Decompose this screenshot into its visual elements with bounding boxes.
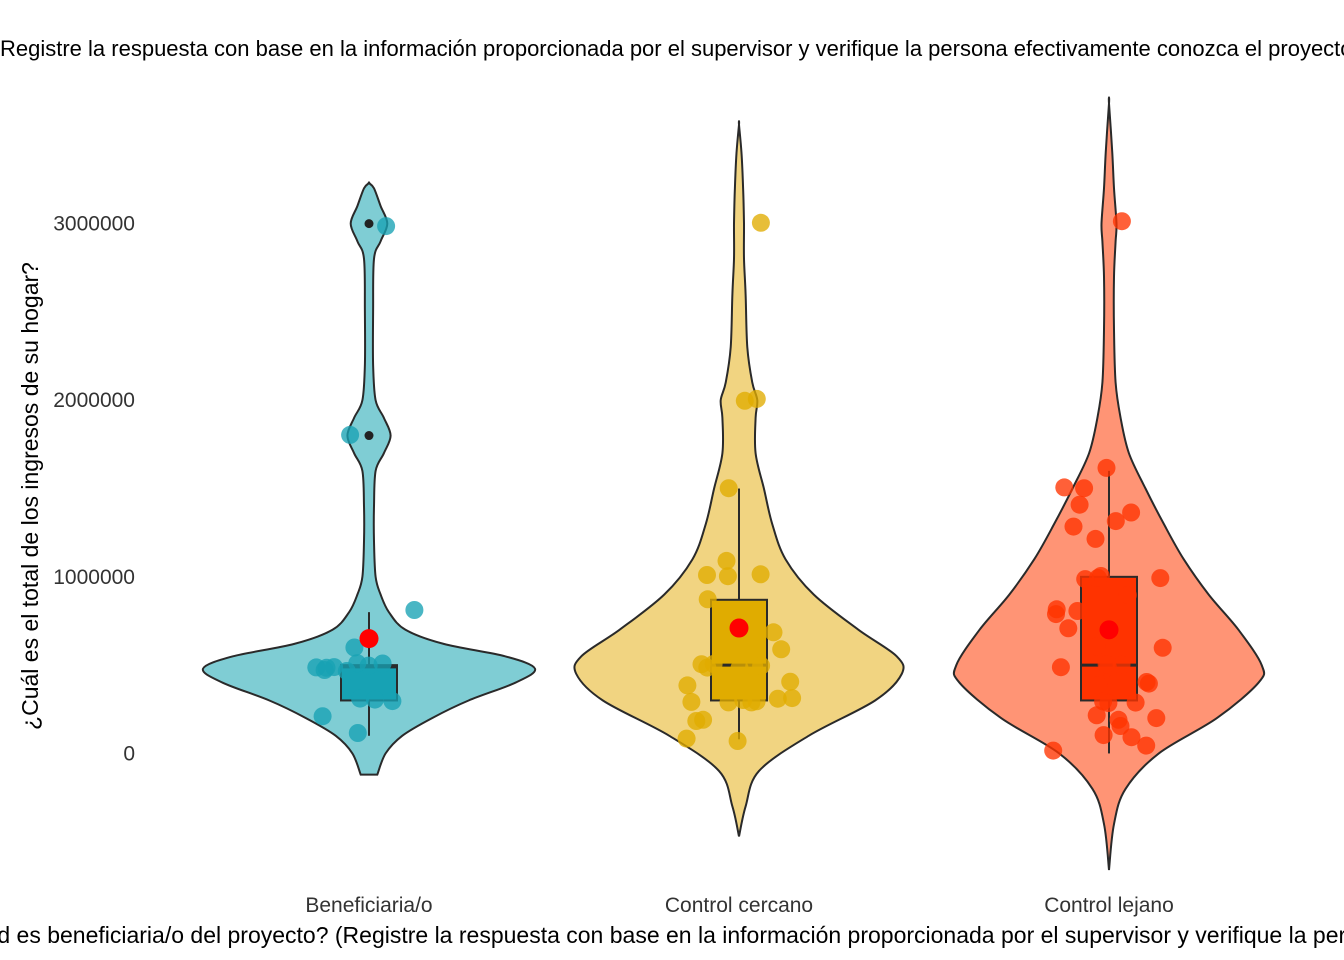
x-tick-label: Beneficiaria/o	[305, 894, 432, 917]
violin-group	[573, 120, 905, 837]
mean-point	[359, 629, 379, 649]
data-point	[1087, 637, 1106, 656]
data-point	[698, 566, 716, 584]
data-point	[1151, 569, 1170, 588]
data-point	[1070, 495, 1089, 514]
data-point	[373, 654, 392, 673]
data-point	[1137, 736, 1156, 755]
data-point	[730, 659, 749, 677]
mean-point	[729, 618, 749, 638]
data-point	[719, 693, 738, 712]
data-point	[345, 638, 364, 657]
data-point	[751, 565, 770, 584]
data-point	[698, 590, 717, 609]
y-axis-label: ¿Cuál es el total de los ingresos de su …	[17, 262, 43, 730]
data-point	[745, 657, 764, 676]
data-point	[719, 479, 738, 498]
data-point	[1118, 586, 1137, 604]
data-point	[1106, 512, 1125, 531]
data-point	[1086, 529, 1105, 548]
violin-shape	[201, 181, 537, 776]
data-point	[1112, 212, 1131, 231]
data-point	[1087, 706, 1106, 725]
data-point	[1122, 503, 1141, 522]
x-axis-label: ¿Usted es beneficiaria/o del proyecto? (…	[0, 922, 1344, 948]
data-point	[1047, 600, 1066, 619]
x-tick-label: Control lejano	[1044, 894, 1174, 917]
data-point	[1122, 728, 1141, 747]
data-point	[405, 601, 424, 619]
data-point	[1051, 658, 1070, 677]
violin-group	[201, 181, 537, 776]
data-point	[764, 623, 783, 642]
data-point	[1097, 655, 1116, 674]
mean-point	[1099, 620, 1119, 640]
y-tick-label: 3000000	[53, 213, 135, 236]
data-point	[1076, 570, 1095, 589]
data-point	[348, 724, 367, 742]
data-point	[1097, 458, 1116, 477]
data-point	[1055, 478, 1074, 497]
data-point	[351, 689, 370, 708]
data-point	[768, 689, 787, 708]
data-point	[742, 693, 761, 712]
outlier-point	[364, 431, 374, 441]
outlier-point	[364, 219, 374, 229]
violin-shape	[573, 120, 905, 837]
data-point	[383, 692, 402, 711]
data-point	[1099, 694, 1118, 713]
chart-title: Registre la respuesta con base en la inf…	[0, 36, 1344, 61]
data-point	[687, 712, 706, 730]
violin-group	[952, 96, 1266, 871]
data-point	[734, 673, 752, 692]
data-point	[1126, 693, 1145, 712]
x-axis: Beneficiaria/o Control cercano Control lej…	[305, 894, 1173, 917]
data-point	[717, 551, 736, 570]
data-point	[307, 658, 326, 677]
y-axis: 0 1000000 2000000 3000000	[53, 213, 135, 766]
plot-area	[201, 96, 1266, 871]
data-point	[783, 689, 802, 708]
data-point	[1044, 741, 1063, 760]
data-point	[359, 656, 378, 675]
data-point	[1075, 479, 1094, 498]
data-point	[313, 707, 332, 726]
data-point	[682, 692, 701, 711]
data-point	[678, 676, 697, 695]
data-point	[1153, 638, 1172, 657]
data-point	[728, 732, 747, 750]
y-tick-label: 1000000	[53, 566, 135, 589]
data-point	[325, 658, 344, 677]
y-tick-label: 2000000	[53, 389, 135, 412]
data-point	[1137, 673, 1156, 691]
data-point	[772, 640, 791, 659]
data-point	[341, 425, 360, 444]
data-point	[781, 672, 800, 691]
data-point	[1089, 676, 1108, 695]
x-tick-label: Control cercano	[665, 894, 813, 917]
data-point	[751, 213, 770, 232]
data-point	[718, 567, 737, 586]
data-point	[747, 389, 766, 408]
data-point	[1111, 717, 1130, 735]
data-point	[698, 658, 717, 677]
data-point	[1147, 709, 1166, 728]
data-point	[1059, 619, 1078, 638]
data-point	[365, 690, 384, 709]
data-point	[1068, 602, 1087, 620]
data-point	[1064, 517, 1083, 536]
data-point	[1112, 655, 1131, 674]
data-point	[677, 729, 696, 748]
data-point	[377, 217, 396, 236]
data-point	[1094, 726, 1113, 745]
y-tick-label: 0	[123, 742, 135, 765]
